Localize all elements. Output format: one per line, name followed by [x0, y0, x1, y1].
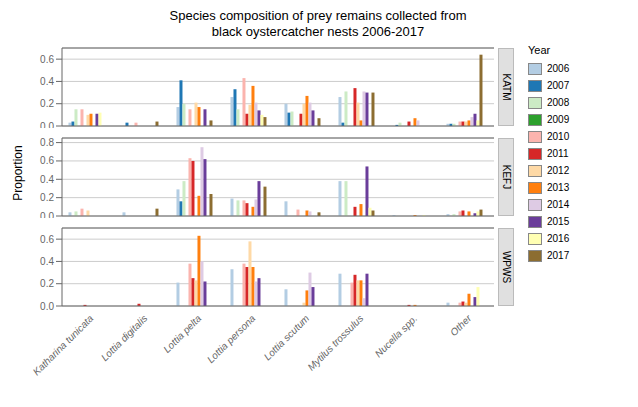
html-text:Proportion: Proportion [11, 145, 25, 201]
html-text:2016: 2016 [547, 233, 570, 244]
html-text:Year: Year [528, 44, 551, 56]
svg-text:0.2: 0.2 [40, 192, 54, 203]
html-text:2012: 2012 [547, 165, 570, 176]
svg-text:0.8: 0.8 [40, 137, 54, 148]
svg-text:0.4: 0.4 [40, 174, 54, 185]
html-text:2011: 2011 [547, 148, 569, 159]
svg-text:Katharina tunicata: Katharina tunicata [31, 312, 96, 377]
html-text:2006: 2006 [547, 63, 570, 74]
svg-text:0.0: 0.0 [40, 301, 54, 312]
html-text:2013: 2013 [547, 182, 570, 193]
svg-text:Lottia digitalis: Lottia digitalis [99, 313, 150, 364]
html-text:2014: 2014 [547, 199, 570, 210]
html-text:2017: 2017 [547, 250, 570, 261]
html-text:2008: 2008 [547, 97, 570, 108]
svg-text:Mytilus trossulus: Mytilus trossulus [305, 313, 365, 373]
svg-text:Other: Other [448, 312, 474, 338]
svg-text:Nucella spp.: Nucella spp. [373, 313, 420, 360]
svg-text:0.4: 0.4 [40, 256, 54, 267]
svg-text:0.6: 0.6 [40, 54, 54, 65]
html-text:2010: 2010 [547, 131, 570, 142]
svg-text:0.6: 0.6 [40, 155, 54, 166]
html-text:KATM: KATM [500, 73, 512, 101]
html-text:KEFJ: KEFJ [500, 164, 512, 190]
svg-text:0.0: 0.0 [40, 121, 54, 128]
svg-text:0.2: 0.2 [40, 278, 54, 289]
html-text:2007: 2007 [547, 80, 570, 91]
svg-text:Lottia pelta: Lottia pelta [161, 312, 204, 355]
svg-text:0.6: 0.6 [40, 234, 54, 245]
html-text:Species composition of prey re: Species composition of prey remains coll… [169, 8, 467, 23]
html-text:black oystercatcher nests 2006: black oystercatcher nests 2006-2017 [211, 24, 425, 39]
html-text:2015: 2015 [547, 216, 570, 227]
svg-text:Lottia persona: Lottia persona [205, 312, 258, 365]
svg-text:0.2: 0.2 [40, 98, 54, 109]
svg-text:0.0: 0.0 [40, 211, 54, 218]
svg-text:Lottia scutum: Lottia scutum [262, 313, 312, 363]
svg-text:0.4: 0.4 [40, 76, 54, 87]
html-text:2009: 2009 [547, 114, 570, 125]
html-text:WPWS: WPWS [500, 250, 512, 284]
